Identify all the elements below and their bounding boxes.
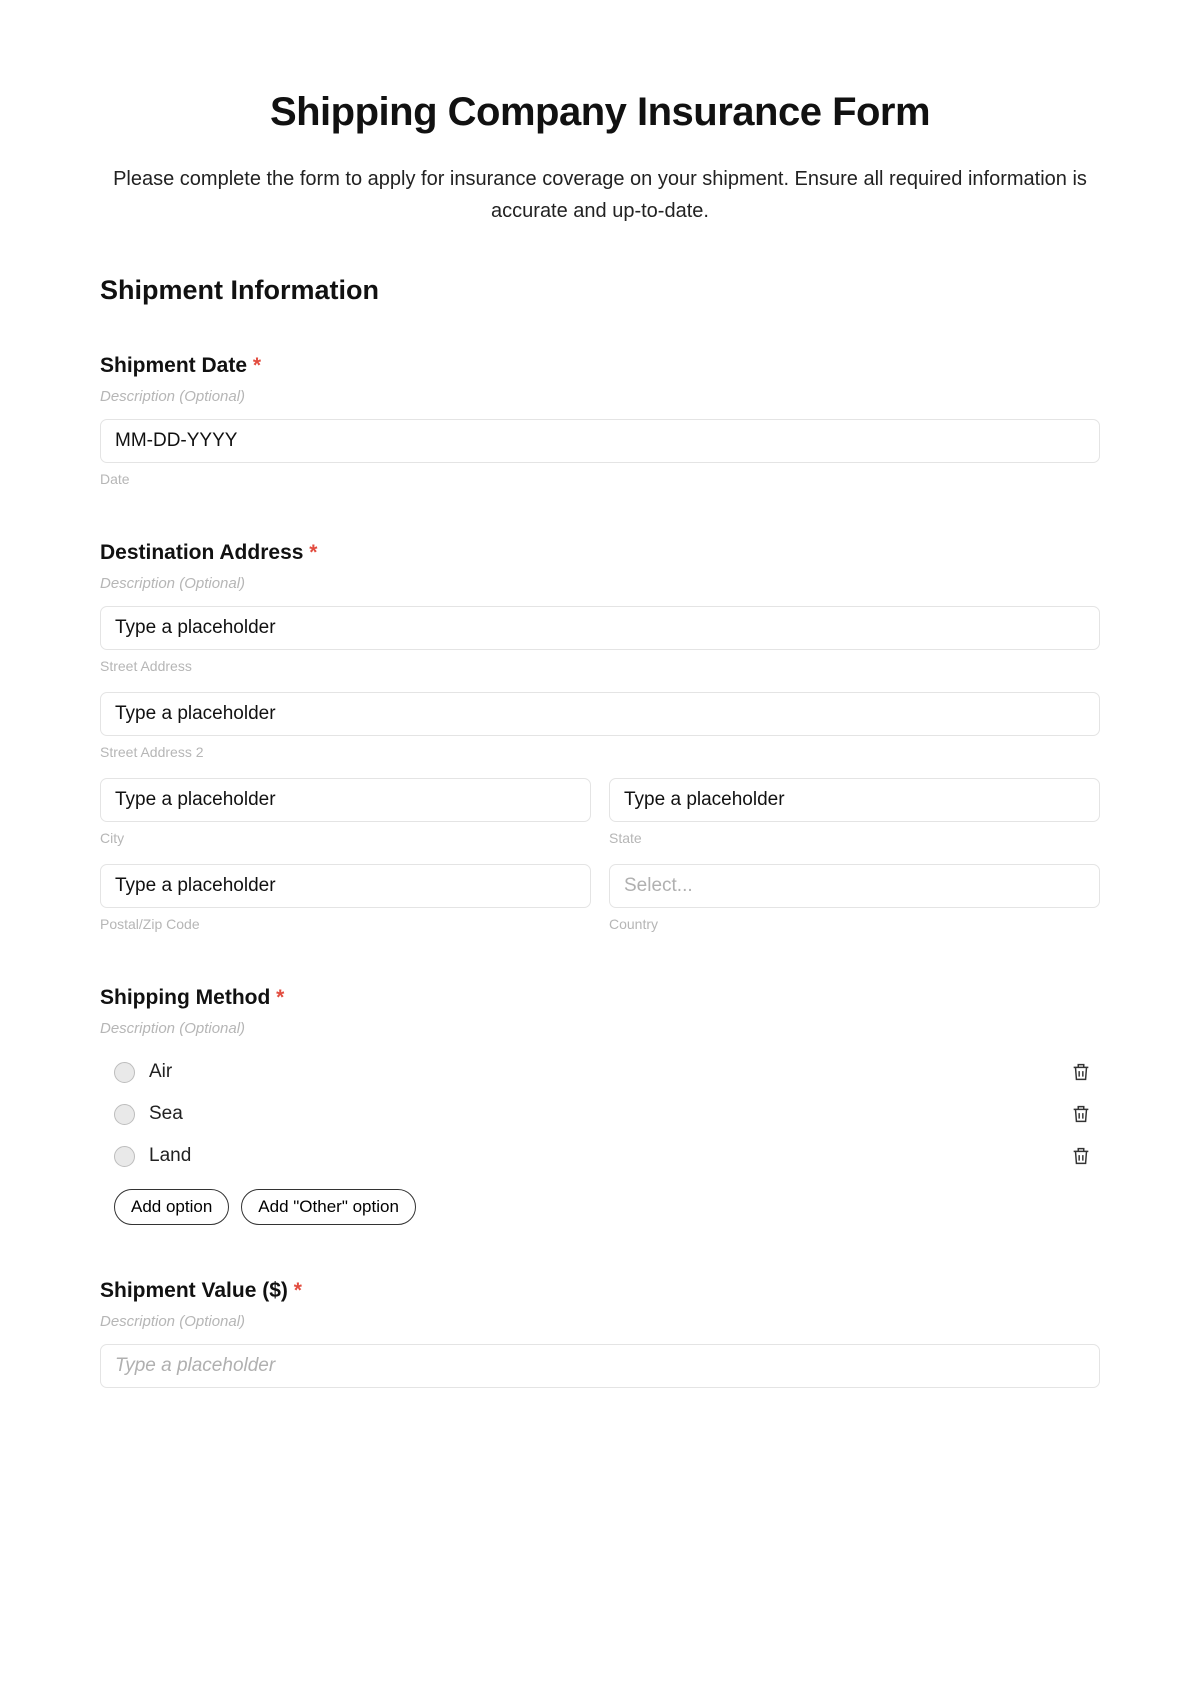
field-label: Shipping Method * [100,986,1100,1010]
required-star-icon: * [309,541,317,564]
label-text: Shipping Method [100,986,270,1009]
field-description[interactable]: Description (Optional) [100,575,1100,592]
sublabel-street1: Street Address [100,658,1100,674]
label-text: Destination Address [100,541,303,564]
add-other-option-button[interactable]: Add "Other" option [241,1189,416,1225]
radio-label: Land [149,1145,1056,1167]
label-text: Shipment Date [100,354,247,377]
radio-option[interactable]: Land [100,1135,1100,1177]
radio-icon [114,1062,135,1083]
field-shipment-date: Shipment Date * Description (Optional) D… [100,354,1100,487]
trash-icon [1070,1061,1092,1083]
delete-option-button[interactable] [1070,1061,1092,1083]
label-text: Shipment Value ($) [100,1279,288,1302]
field-description[interactable]: Description (Optional) [100,1313,1100,1330]
sublabel-city: City [100,830,591,846]
required-star-icon: * [294,1279,302,1302]
required-star-icon: * [253,354,261,377]
form-intro: Please complete the form to apply for in… [100,163,1100,227]
delete-option-button[interactable] [1070,1145,1092,1167]
radio-option[interactable]: Air [100,1051,1100,1093]
shipment-date-input[interactable] [100,419,1100,463]
field-shipment-value: Shipment Value ($) * Description (Option… [100,1279,1100,1388]
field-description[interactable]: Description (Optional) [100,1020,1100,1037]
trash-icon [1070,1145,1092,1167]
street-address-input[interactable] [100,606,1100,650]
sublabel-country: Country [609,916,1100,932]
shipment-value-input[interactable] [100,1344,1100,1388]
field-label: Destination Address * [100,541,1100,565]
field-label: Shipment Date * [100,354,1100,378]
sublabel-state: State [609,830,1100,846]
radio-icon [114,1146,135,1167]
form-title: Shipping Company Insurance Form [100,90,1100,135]
country-select[interactable]: Select... [609,864,1100,908]
postal-input[interactable] [100,864,591,908]
sublabel-date: Date [100,471,1100,487]
radio-label: Air [149,1061,1056,1083]
state-input[interactable] [609,778,1100,822]
field-destination-address: Destination Address * Description (Optio… [100,541,1100,932]
radio-icon [114,1104,135,1125]
street-address-2-input[interactable] [100,692,1100,736]
field-label: Shipment Value ($) * [100,1279,1100,1303]
field-description[interactable]: Description (Optional) [100,388,1100,405]
radio-option[interactable]: Sea [100,1093,1100,1135]
city-input[interactable] [100,778,591,822]
trash-icon [1070,1103,1092,1125]
field-shipping-method: Shipping Method * Description (Optional)… [100,986,1100,1225]
section-heading: Shipment Information [100,275,1100,306]
delete-option-button[interactable] [1070,1103,1092,1125]
add-option-button[interactable]: Add option [114,1189,229,1225]
radio-label: Sea [149,1103,1056,1125]
sublabel-street2: Street Address 2 [100,744,1100,760]
select-placeholder: Select... [624,873,1085,897]
required-star-icon: * [276,986,284,1009]
sublabel-postal: Postal/Zip Code [100,916,591,932]
